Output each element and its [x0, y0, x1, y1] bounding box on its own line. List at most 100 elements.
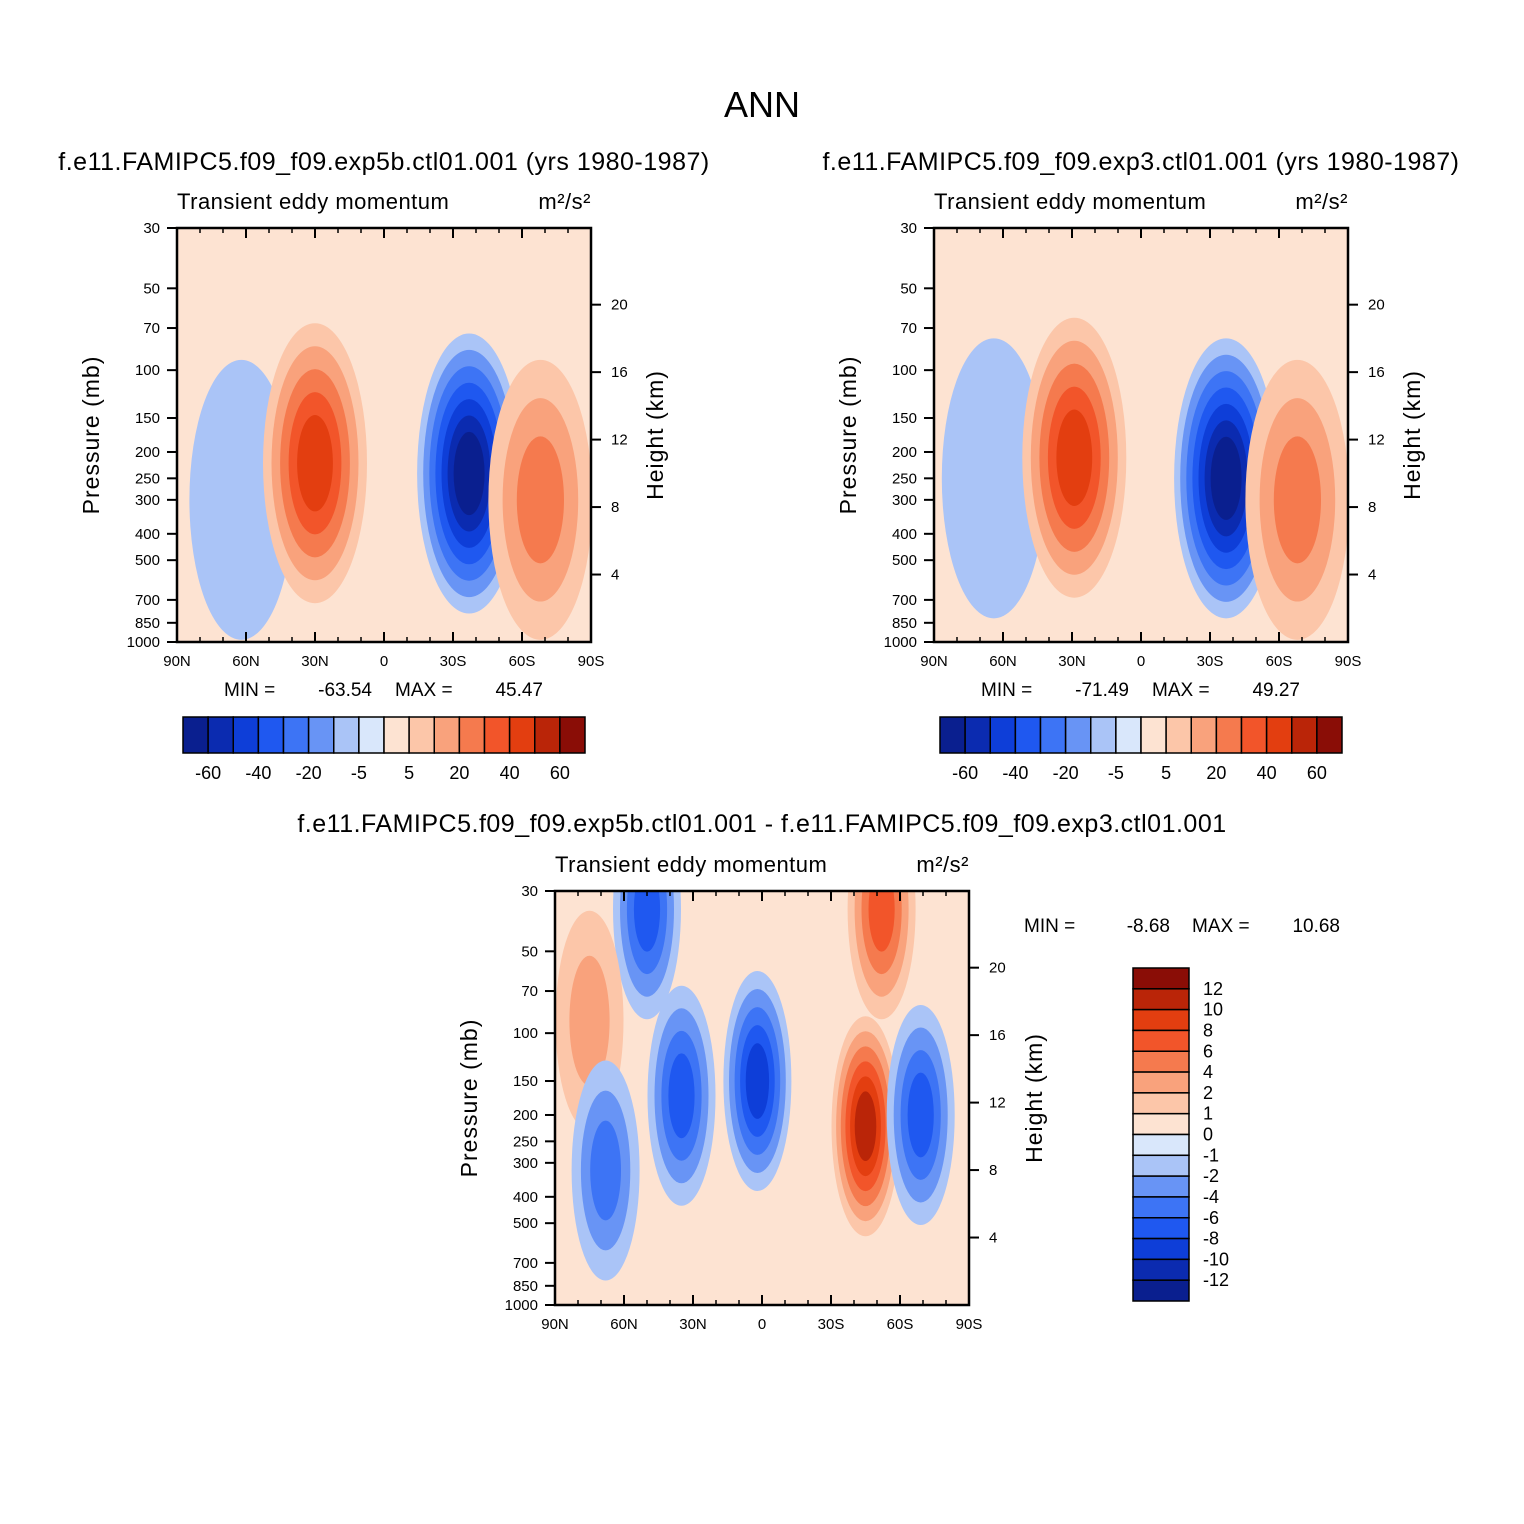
y-right-tick-label: 16 — [1368, 364, 1385, 381]
y-axis-label: Pressure (mb) — [78, 356, 104, 515]
max-label: MAX = — [1192, 916, 1250, 937]
x-tick-label: 90S — [1335, 653, 1362, 670]
x-tick-label: 0 — [1137, 653, 1145, 670]
y-tick-label: 400 — [513, 1189, 538, 1206]
x-tick-label: 30S — [440, 653, 467, 670]
colorbar-box — [207, 716, 234, 754]
min-label: MIN = — [981, 680, 1032, 701]
y-tick-label: 400 — [892, 526, 917, 543]
colorbar-box — [964, 716, 991, 754]
colorbar-box — [1132, 1133, 1190, 1157]
colorbar-box — [1215, 716, 1243, 754]
colorbar-box — [1014, 716, 1042, 754]
colorbar-label: 0 — [1203, 1125, 1213, 1145]
y-right-tick-label: 8 — [989, 1162, 997, 1179]
colorbar-label: -40 — [1002, 763, 1028, 783]
y-tick-label: 70 — [900, 320, 917, 337]
colorbar-box — [307, 716, 335, 754]
max-label: MAX = — [395, 680, 453, 701]
variable-label: Transient eddy momentum — [177, 189, 449, 214]
contour-field — [934, 228, 1348, 642]
colorbar-label: 5 — [404, 763, 414, 783]
y-tick-label: 70 — [521, 983, 538, 1000]
colorbar-box — [1240, 716, 1268, 754]
y-right-tick-label: 20 — [1368, 297, 1385, 314]
colorbar-box — [1165, 716, 1192, 754]
colorbar-label: -20 — [296, 763, 322, 783]
x-tick-label: 90N — [541, 1316, 569, 1333]
colorbar-box — [1132, 1071, 1190, 1094]
colorbar-label: -5 — [1108, 763, 1124, 783]
min-value: -8.68 — [1127, 916, 1170, 937]
colorbar-box — [989, 716, 1017, 754]
y-tick-label: 500 — [892, 552, 917, 569]
panel-difference: f.e11.FAMIPC5.f09_f09.exp5b.ctl01.001 - … — [297, 810, 1340, 1333]
colorbar-label: 12 — [1203, 979, 1223, 999]
colorbar-box — [257, 716, 285, 754]
colorbar-label: -20 — [1053, 763, 1079, 783]
colorbar-box — [1132, 1196, 1190, 1219]
case-title: f.e11.FAMIPC5.f09_f09.exp5b.ctl01.001 (y… — [58, 148, 709, 176]
colorbar-label: 20 — [449, 763, 469, 783]
y-axis-label: Pressure (mb) — [456, 1019, 482, 1178]
x-tick-label: 60N — [232, 653, 260, 670]
colorbar-box — [508, 716, 536, 754]
y-right-tick-label: 16 — [989, 1027, 1006, 1044]
colorbar-box — [1132, 967, 1190, 990]
contour-cell — [668, 1053, 695, 1139]
colorbar-box — [1316, 716, 1343, 754]
y-tick-label: 150 — [892, 410, 917, 427]
colorbar-label: 40 — [1257, 763, 1277, 783]
colorbar-label: 6 — [1203, 1041, 1213, 1061]
y-tick-label: 700 — [513, 1255, 538, 1272]
colorbar-label: -5 — [351, 763, 367, 783]
y-axis-right-label: Height (km) — [642, 370, 668, 500]
colorbar-box — [282, 716, 310, 754]
y-tick-label: 850 — [513, 1278, 538, 1295]
colorbar-box — [1132, 1092, 1190, 1115]
max-label: MAX = — [1152, 680, 1210, 701]
y-tick-label: 200 — [892, 444, 917, 461]
contour-cell — [941, 338, 1046, 619]
colorbar-box — [358, 716, 385, 754]
y-right-tick-label: 12 — [611, 432, 628, 449]
y-tick-label: 70 — [143, 320, 160, 337]
y-tick-label: 300 — [892, 492, 917, 509]
colorbar-box — [182, 716, 209, 754]
y-tick-label: 1000 — [884, 634, 917, 651]
y-tick-label: 50 — [900, 280, 917, 297]
y-axis-right-label: Height (km) — [1021, 1033, 1047, 1163]
y-tick-label: 200 — [513, 1107, 538, 1124]
y-tick-label: 250 — [135, 470, 160, 487]
x-tick-label: 30N — [301, 653, 329, 670]
y-tick-label: 250 — [892, 470, 917, 487]
colorbar-box — [1190, 716, 1218, 754]
x-tick-label: 60N — [989, 653, 1017, 670]
y-tick-label: 50 — [521, 943, 538, 960]
colorbar-label: 10 — [1203, 1000, 1223, 1020]
colorbar-box — [1132, 1175, 1190, 1198]
y-tick-label: 700 — [135, 592, 160, 609]
y-tick-label: 1000 — [127, 634, 160, 651]
colorbar-box — [1132, 1008, 1190, 1032]
x-tick-label: 90S — [956, 1316, 983, 1333]
colorbar-label: 60 — [1307, 763, 1327, 783]
contour-cell — [453, 431, 485, 516]
x-tick-label: 30N — [679, 1316, 707, 1333]
colorbar: -60 -40 -20 -5 5 20 40 60 — [182, 716, 586, 783]
colorbar-label: 4 — [1203, 1062, 1213, 1082]
contour-cell — [633, 891, 661, 952]
y-right-tick-label: 16 — [611, 364, 628, 381]
y-tick-label: 30 — [900, 220, 917, 237]
y-right-tick-label: 20 — [989, 960, 1006, 977]
colorbar-box — [333, 716, 360, 754]
variable-label: Transient eddy momentum — [555, 852, 827, 877]
colorbar-box — [1132, 1258, 1190, 1281]
y-right-tick-label: 4 — [1368, 567, 1376, 584]
colorbar-box — [383, 716, 410, 754]
y-tick-label: 100 — [513, 1025, 538, 1042]
colorbar-box — [1132, 1112, 1190, 1136]
colorbar-label: -40 — [245, 763, 271, 783]
y-right-tick-label: 12 — [989, 1095, 1006, 1112]
y-tick-label: 850 — [892, 615, 917, 632]
